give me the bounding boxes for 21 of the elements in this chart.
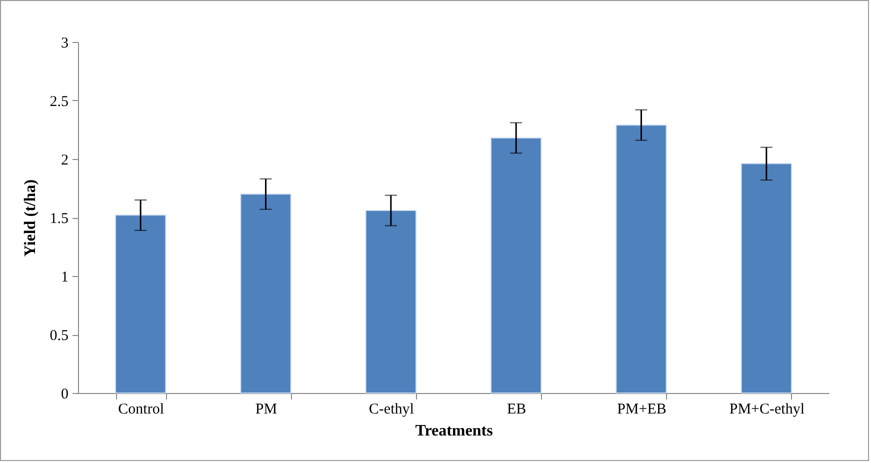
bar [740, 163, 792, 394]
y-tick-label: 3 [61, 36, 68, 52]
x-tick-label: PM+C-ethyl [729, 402, 804, 418]
y-tick-label: 1 [61, 270, 68, 286]
x-tick-label: PM [255, 402, 278, 418]
y-axis-title: Yield (t/ha) [22, 179, 39, 257]
y-tick-label: 2 [61, 152, 68, 168]
y-tick-label: 0.5 [50, 328, 68, 344]
bar [616, 124, 667, 394]
y-tick-label: 0 [61, 386, 68, 402]
x-tick-label: Control [118, 402, 164, 418]
x-tick-label: EB [506, 402, 526, 418]
bar [115, 214, 166, 394]
bar [240, 194, 292, 394]
bar [365, 210, 416, 394]
x-tick-label: PM+EB [617, 402, 666, 418]
bar [490, 137, 542, 394]
y-tick-label: 1.5 [50, 211, 68, 227]
x-tick-label: C-ethyl [368, 402, 414, 418]
y-tick-label: 2.5 [50, 94, 68, 110]
x-axis-title: Treatments [415, 422, 493, 440]
